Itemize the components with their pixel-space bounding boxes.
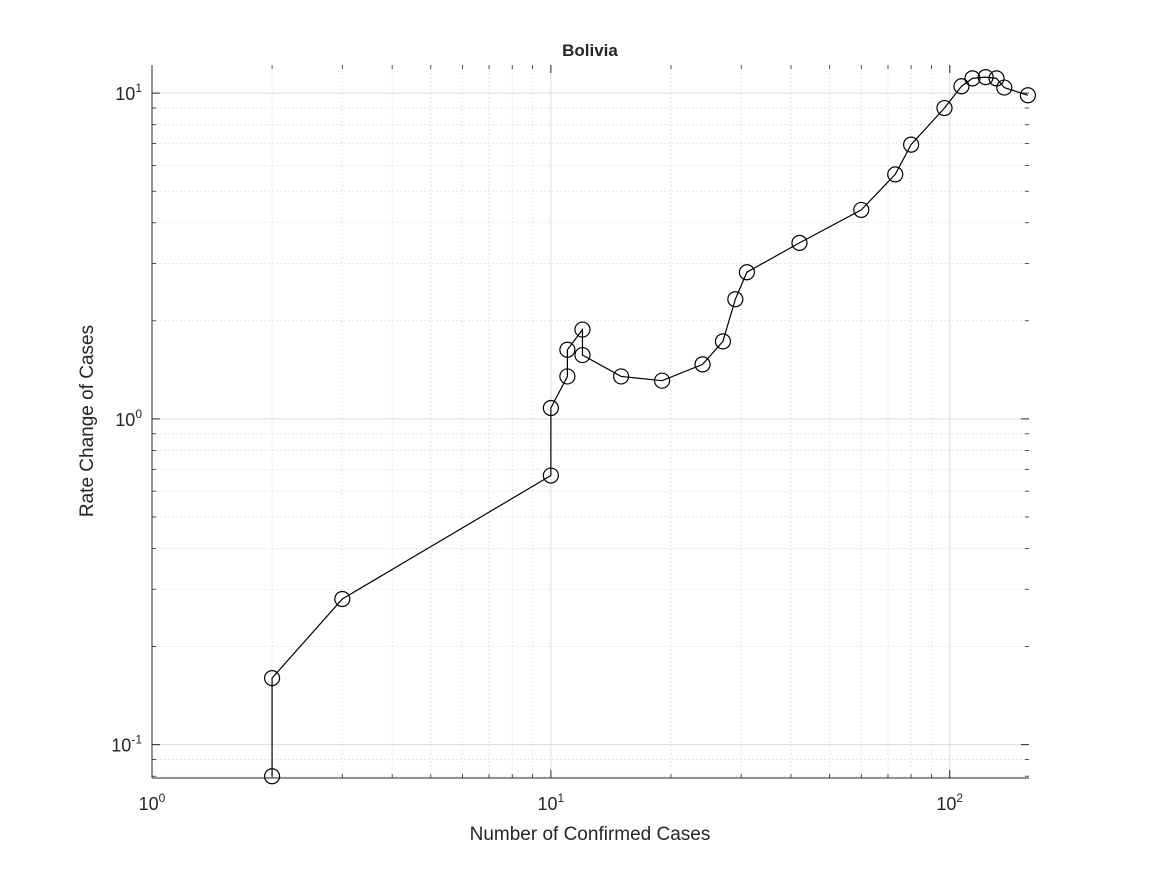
grid	[152, 65, 1029, 778]
series-line	[271, 76, 1029, 777]
axes	[151, 65, 1029, 779]
x-tick-label: 101	[538, 791, 565, 814]
data-point-marker	[1019, 87, 1037, 104]
data-point-marker	[542, 467, 559, 484]
y-tick-label: 10-1	[111, 733, 142, 756]
data-point-marker	[727, 291, 744, 308]
data-point-marker	[653, 372, 671, 389]
data-point-marker	[542, 399, 559, 417]
data-point-marker	[263, 670, 281, 687]
data-point-marker	[694, 356, 711, 373]
x-tick-base: 10	[936, 794, 956, 814]
x-tick-exponent: 2	[956, 791, 963, 805]
data-point-marker	[574, 346, 591, 364]
y-tick-exponent: 0	[135, 407, 142, 421]
data-point-marker	[853, 201, 870, 219]
data-point-marker	[613, 368, 630, 385]
data-point-marker	[574, 321, 591, 338]
y-tick-exponent: 1	[135, 81, 142, 95]
x-tick-label: 100	[139, 791, 166, 814]
y-tick-base: 10	[115, 410, 135, 430]
data-point-marker	[887, 166, 904, 183]
x-tick-exponent: 0	[159, 791, 166, 805]
data-point-marker	[936, 99, 953, 117]
data-point-marker	[977, 68, 994, 86]
x-tick-label: 102	[936, 791, 963, 814]
chart-title: Bolivia	[562, 41, 618, 60]
data-point-marker	[903, 136, 920, 153]
chart-labels: Bolivia Number of Confirmed Cases Rate C…	[77, 41, 963, 845]
data-point-marker	[559, 368, 576, 385]
data-point-marker	[559, 341, 576, 358]
data-series	[263, 68, 1037, 785]
plot-background	[152, 65, 1029, 778]
data-point-marker	[953, 78, 970, 95]
x-tick-exponent: 1	[558, 791, 565, 805]
y-tick-label: 100	[115, 407, 142, 430]
x-tick-base: 10	[538, 794, 558, 814]
data-point-marker	[791, 234, 808, 251]
y-tick-base: 10	[115, 84, 135, 104]
y-axis-label: Rate Change of Cases	[77, 325, 98, 517]
data-point-marker	[714, 333, 732, 350]
data-point-marker	[263, 768, 281, 785]
y-tick-exponent: -1	[131, 733, 142, 747]
data-point-marker	[996, 79, 1013, 96]
y-tick-label: 101	[115, 81, 142, 104]
y-tick-base: 10	[111, 736, 131, 756]
data-point-marker	[334, 590, 351, 608]
x-tick-base: 10	[139, 794, 159, 814]
data-point-marker	[964, 70, 981, 87]
data-point-marker	[738, 264, 755, 281]
x-axis-label: Number of Confirmed Cases	[470, 824, 711, 845]
